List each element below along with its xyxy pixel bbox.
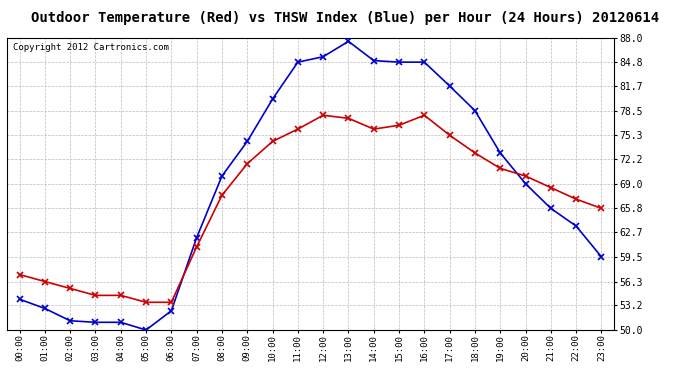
- Text: Outdoor Temperature (Red) vs THSW Index (Blue) per Hour (24 Hours) 20120614: Outdoor Temperature (Red) vs THSW Index …: [31, 11, 659, 25]
- Text: Copyright 2012 Cartronics.com: Copyright 2012 Cartronics.com: [13, 44, 169, 52]
